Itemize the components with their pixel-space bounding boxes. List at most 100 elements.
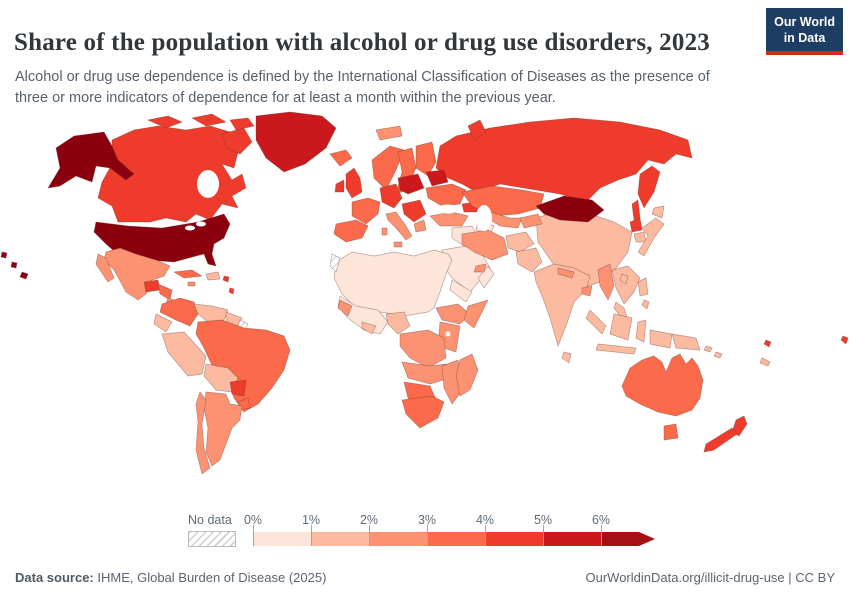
country-papua-new-guinea[interactable]: Papua New Guinea: 1-2% xyxy=(671,333,701,351)
country-usa[interactable]: United States: 6%+ xyxy=(19,271,29,280)
country-canada[interactable]: Canada: 4-5% xyxy=(221,127,253,155)
country-somalia[interactable]: Somalia: 2-3% xyxy=(463,299,489,329)
country-uk[interactable]: United Kingdom: 4-5% xyxy=(345,167,363,199)
footer-link[interactable]: OurWorldinData.org/illicit-drug-use | CC… xyxy=(585,570,836,585)
country-russia[interactable]: Russia: 4-5% xyxy=(631,199,641,221)
country-venezuela[interactable]: Venezuela: 1-2% xyxy=(193,303,229,323)
country-greece[interactable]: Greece: 2-3% xyxy=(413,219,427,233)
country-peru[interactable]: Peru: 1-2% xyxy=(161,331,207,377)
country-western-sahara[interactable]: Western Sahara: No data xyxy=(329,253,341,273)
country-italy[interactable]: Italy: 2-3% xyxy=(393,241,403,248)
country-greenland[interactable]: Greenland: 5-6% xyxy=(255,111,337,173)
country-canada[interactable]: Canada: 4-5% xyxy=(147,115,183,129)
country-myanmar[interactable]: Myanmar: 2-3% xyxy=(597,263,615,301)
country-italy[interactable]: Italy: 2-3% xyxy=(385,211,413,241)
country-mongolia[interactable]: Mongolia: 6%+ xyxy=(535,195,605,223)
country-fiji[interactable]: Fiji: 4-5% xyxy=(840,335,849,345)
country-canada[interactable]: Canada: 4-5% xyxy=(229,117,255,131)
country-lesser-antilles[interactable]: Lesser Antilles: 4-5% xyxy=(228,287,235,295)
country-nepal[interactable]: Nepal: 2-3% xyxy=(557,267,575,279)
country-philippines[interactable]: Philippines: 1-2% xyxy=(641,299,650,310)
country-scandinavia[interactable]: Norway, Sweden & Finland: 3-4% xyxy=(415,141,437,177)
country-guatemala[interactable]: Guatemala: 4-5% xyxy=(143,279,161,293)
country-iran[interactable]: Iran: 2-3% xyxy=(461,229,509,261)
country-france[interactable]: France: 3-4% xyxy=(351,197,381,225)
legend-bin-4-5%[interactable] xyxy=(485,532,543,546)
country-papua-new-guinea[interactable]: Papua New Guinea: 1-2% xyxy=(703,345,713,353)
country-australia[interactable]: Australia: 3-4% xyxy=(621,353,704,417)
country-thailand-indochina[interactable]: Thailand & Indochina: 1-2% xyxy=(611,265,641,305)
country-honduras-nicaragua[interactable]: Honduras & Nicaragua: 3-4% xyxy=(157,283,173,301)
legend-bin-1-2%[interactable] xyxy=(311,532,369,546)
country-dr-congo[interactable]: DR Congo & Central Africa: 2-3% xyxy=(399,329,447,369)
country-turkey[interactable]: Turkey: 2-3% xyxy=(429,211,469,227)
country-mexico[interactable]: Mexico: 2-3% xyxy=(95,253,115,283)
legend-bin-5-6%[interactable] xyxy=(543,532,601,546)
legend-no-data-swatch[interactable] xyxy=(188,531,236,547)
country-new-zealand[interactable]: New Zealand: 4-5% xyxy=(703,427,738,453)
legend-bin-6%+[interactable] xyxy=(601,532,639,546)
country-kyrgyzstan-tajikistan[interactable]: Kyrgyzstan & Tajikistan: 2-3% xyxy=(519,213,543,229)
country-japan[interactable]: Japan: 1-2% xyxy=(637,217,665,257)
country-belarus[interactable]: Belarus: 5-6% xyxy=(425,169,449,187)
country-svalbard[interactable]: Svalbard (Norway): 2-3% xyxy=(375,125,403,141)
country-japan[interactable]: Japan: 1-2% xyxy=(651,205,665,219)
country-canada[interactable]: Canada: 4-5% xyxy=(191,113,227,127)
country-usa[interactable]: United States: 6%+ xyxy=(47,131,135,189)
country-uae[interactable]: United Arab Emirates: 2-3% xyxy=(473,263,487,273)
country-usa[interactable]: United States: 6%+ xyxy=(0,251,8,259)
country-germany-central-europe[interactable]: Germany & Central Europe: 4-5% xyxy=(379,183,403,209)
country-balkans[interactable]: Balkans & Romania: 4-5% xyxy=(401,199,427,223)
legend-bin-2-3%[interactable] xyxy=(369,532,427,546)
country-usa[interactable]: United States: 6%+ xyxy=(10,261,18,269)
country-new-caledonia[interactable]: New Caledonia: 1-2% xyxy=(759,357,771,367)
country-north-korea[interactable]: North Korea: 4-5% xyxy=(629,217,643,233)
country-oman[interactable]: Oman: 0-1% xyxy=(477,265,495,289)
country-mexico[interactable]: Mexico: 2-3% xyxy=(103,247,171,301)
country-ecuador[interactable]: Ecuador: 1-2% xyxy=(153,313,173,333)
country-madagascar[interactable]: Madagascar: 2-3% xyxy=(455,353,479,397)
country-ghana-cote-divoire[interactable]: Ghana & Cote d'Ivoire: 1-2% xyxy=(361,321,377,335)
country-cuba[interactable]: Cuba: 3-4% xyxy=(173,269,203,279)
owid-logo[interactable]: Our World in Data xyxy=(766,8,843,56)
country-colombia[interactable]: Colombia: 3-4% xyxy=(159,297,199,327)
country-bangladesh[interactable]: Bangladesh: 2-3% xyxy=(581,285,593,297)
country-australia[interactable]: Australia: 3-4% xyxy=(663,423,679,441)
country-sri-lanka[interactable]: Sri Lanka: 1-2% xyxy=(561,351,572,364)
country-russia[interactable]: Russia: 4-5% xyxy=(435,117,693,203)
country-ireland[interactable]: Ireland: 4-5% xyxy=(334,179,345,193)
country-hispaniola[interactable]: Haiti & Dominican Republic: 1-2% xyxy=(205,271,221,281)
country-fiji[interactable]: Fiji: 4-5% xyxy=(763,339,772,348)
country-ukraine[interactable]: Ukraine: 3-4% xyxy=(425,183,467,207)
legend-bin-3-4%[interactable] xyxy=(427,532,485,546)
country-indonesia[interactable]: Indonesia: 1-2% xyxy=(585,309,607,335)
country-paraguay[interactable]: Paraguay: 4-5% xyxy=(229,379,247,397)
country-lesser-antilles[interactable]: Lesser Antilles: 4-5% xyxy=(222,275,230,283)
country-philippines[interactable]: Philippines: 1-2% xyxy=(637,277,649,297)
country-russia[interactable]: Russia: 4-5% xyxy=(637,165,661,209)
country-iceland[interactable]: Iceland: 3-4% xyxy=(329,149,353,167)
country-taiwan[interactable]: Taiwan: 1-2% xyxy=(619,273,629,285)
country-nigeria-cameroon[interactable]: Nigeria & Cameroon: 1-2% xyxy=(385,311,411,335)
country-papua-new-guinea[interactable]: Papua New Guinea: 1-2% xyxy=(713,351,723,359)
country-spain-portugal[interactable]: Spain & Portugal: 3-4% xyxy=(333,219,369,243)
country-south-korea[interactable]: South Korea: 1-2% xyxy=(633,231,647,243)
country-indonesia[interactable]: Indonesia: 1-2% xyxy=(609,313,633,341)
country-brazil[interactable]: Brazil: 3-4% xyxy=(195,319,291,413)
country-poland-baltics[interactable]: Poland & Baltic states: 5-6% xyxy=(397,173,425,195)
country-indonesia[interactable]: Indonesia: 1-2% xyxy=(649,329,673,349)
country-scandinavia[interactable]: Norway, Sweden & Finland: 3-4% xyxy=(371,145,405,191)
country-afghanistan[interactable]: Afghanistan: 1-2% xyxy=(505,231,535,253)
country-italy[interactable]: Italy: 2-3% xyxy=(381,227,388,236)
country-canada[interactable]: Canada: 4-5% xyxy=(97,125,247,223)
legend-bin-0-1%[interactable] xyxy=(253,532,311,546)
country-pakistan[interactable]: Pakistan: 1-2% xyxy=(515,247,543,273)
country-india[interactable]: India: 1-2% xyxy=(533,263,591,347)
country-indonesia[interactable]: Indonesia: 1-2% xyxy=(635,319,647,343)
country-jamaica[interactable]: Jamaica: 2-3% xyxy=(187,281,196,287)
country-south-africa[interactable]: South Africa: 3-4% xyxy=(401,395,445,429)
country-russia[interactable]: Russia: 4-5% xyxy=(467,119,487,141)
country-senegal-guinea[interactable]: Senegal & Guinea: 2-3% xyxy=(337,299,353,317)
country-chile[interactable]: Chile: 2-3% xyxy=(195,391,211,475)
country-argentina[interactable]: Argentina: 2-3% xyxy=(203,391,243,467)
